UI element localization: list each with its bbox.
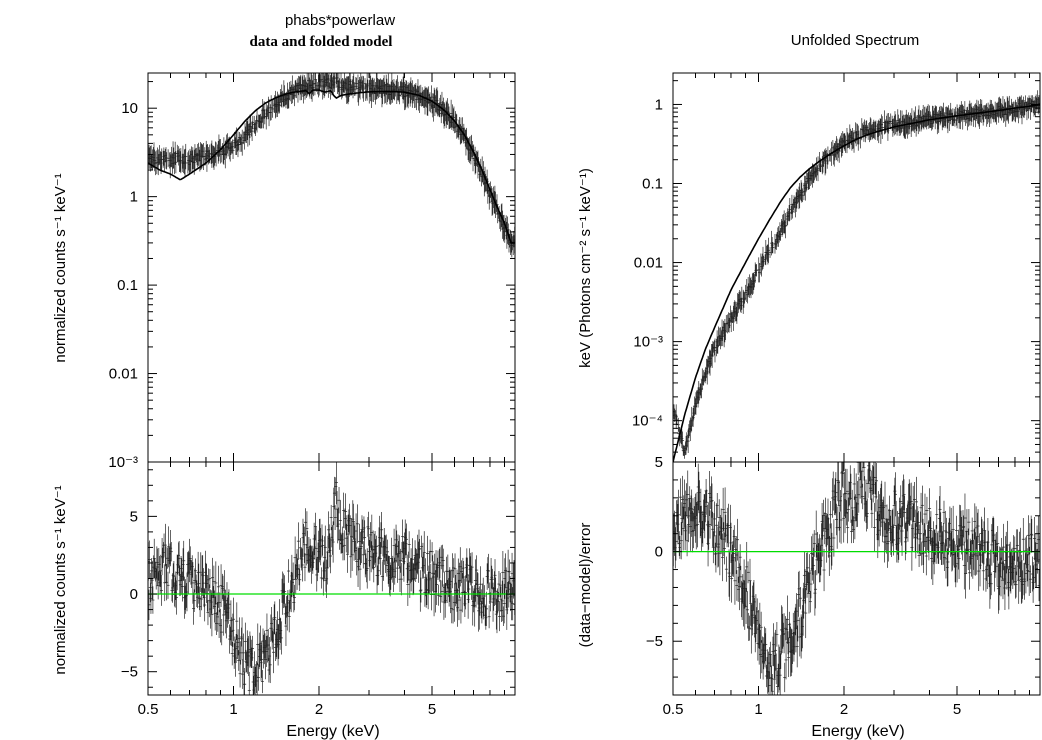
left-top-data-points (148, 73, 515, 258)
right-xtick-label: 2 (840, 701, 848, 718)
left-top-ytick-label: 0.01 (109, 366, 138, 383)
left-chart-subtitle: data and folded model (250, 34, 393, 50)
left-top-ytick-label: 1 (130, 189, 138, 206)
left-xtick-label: 0.5 (138, 701, 159, 718)
left-top-ytick-label: 10⁻³ (108, 454, 138, 471)
right-xtick-label: 5 (953, 701, 961, 718)
left-bottom-ytick-label: 0 (130, 586, 138, 603)
right-chart: Unfolded Spectrum 1 0.1 0.01 10⁻³ 10⁻⁴ 5 0 −5 0… (577, 32, 1041, 740)
left-top-ytick-label: 10 (121, 100, 138, 117)
right-top-data-points (673, 90, 1040, 459)
left-chart: phabs*powerlaw data and folded model 101… (52, 12, 516, 740)
right-bottom-ylabel: (data−model)/error (577, 523, 594, 648)
left-top-ylabel: normalized counts s⁻¹ keV⁻¹ (52, 173, 69, 362)
right-bottom-ytick-label: 5 (655, 454, 663, 471)
left-bottom-ytick-label: 5 (130, 508, 138, 525)
right-xtick-label: 1 (754, 701, 762, 718)
right-top-panel: 1 0.1 0.01 10⁻³ 10⁻⁴ (632, 72, 1041, 463)
left-chart-title: phabs*powerlaw (285, 12, 395, 29)
right-top-model-line (673, 103, 1040, 462)
left-top-model-line (148, 89, 515, 244)
left-bottom-ylabel: normalized counts s⁻¹ keV⁻¹ (52, 485, 69, 674)
right-xlabel: Energy (keV) (811, 723, 904, 740)
right-top-ytick-label: 10⁻³ (633, 334, 663, 351)
right-top-ytick-label: 10⁻⁴ (632, 413, 663, 430)
left-bottom-ytick-label: −5 (121, 664, 138, 681)
left-top-panel: 10 1 0.1 0.01 10⁻³ (108, 72, 516, 471)
left-xlabel: Energy (keV) (286, 723, 379, 740)
right-top-ytick-label: 1 (655, 96, 663, 113)
right-top-frame (672, 72, 1041, 463)
right-bottom-ytick-label: 0 (655, 544, 663, 561)
right-bottom-panel: 5 0 −5 0.5 1 2 5 (646, 454, 1041, 718)
left-xtick-label: 1 (229, 701, 237, 718)
left-bottom-panel: 5 0 −5 0.5 1 2 5 (121, 461, 516, 718)
left-top-ytick-label: 0.1 (117, 277, 138, 294)
right-xtick-label: 0.5 (663, 701, 684, 718)
left-xtick-label: 2 (315, 701, 323, 718)
right-top-ytick-label: 0.01 (634, 255, 663, 272)
right-bottom-frame (672, 461, 1041, 696)
left-residual-points (148, 462, 515, 695)
right-bottom-ytick-label: −5 (646, 633, 663, 650)
left-top-frame (147, 72, 516, 463)
right-residual-points (673, 462, 1040, 695)
right-top-ytick-label: 0.1 (642, 176, 663, 193)
right-chart-title: Unfolded Spectrum (791, 32, 919, 49)
left-xtick-label: 5 (428, 701, 436, 718)
right-top-ylabel: keV (Photons cm⁻² s⁻¹ keV⁻¹) (577, 168, 594, 368)
